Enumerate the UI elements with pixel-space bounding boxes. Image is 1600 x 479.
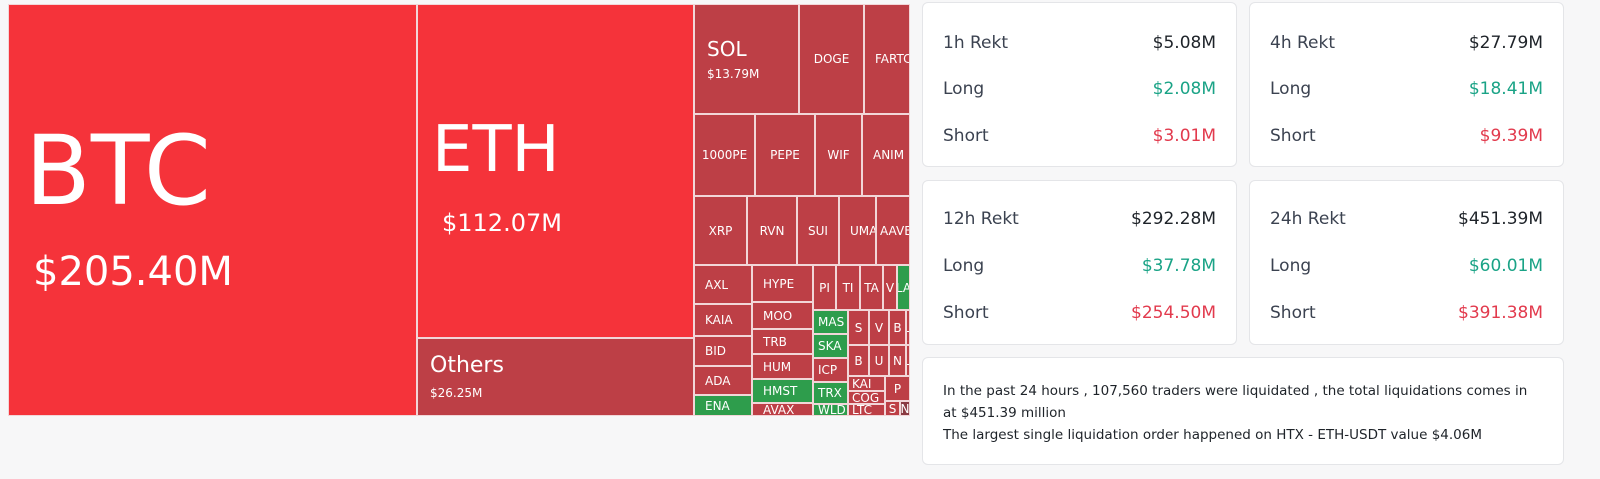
long-value: $60.01M [1468, 256, 1543, 276]
treemap-cell[interactable]: MAS [813, 310, 848, 334]
rekt-card-1h: 1h Rekt $5.08M Long $2.08M Short $3.01M [922, 2, 1237, 167]
long-label: Long [943, 256, 985, 276]
rekt-card-24h: 24h Rekt $451.39M Long $60.01M Short $391.3… [1249, 180, 1564, 345]
summary-largest-order-text: The largest single liquidation order hap… [943, 427, 1482, 443]
treemap-cell[interactable]: DOGE [799, 4, 864, 114]
treemap-cell[interactable]: LA [897, 265, 910, 310]
card-title: 1h Rekt [943, 33, 1009, 53]
treemap-cell[interactable]: ENA [694, 395, 752, 416]
treemap-cell[interactable]: ANIM [862, 114, 910, 196]
treemap-cell-others[interactable]: Others $26.25M [417, 338, 694, 416]
cell-label: Others [430, 353, 504, 378]
card-title: 24h Rekt [1270, 209, 1346, 229]
cell-label: SOL [707, 37, 747, 61]
liquidation-summary-card: In the past 24 hours , 107,560 traders w… [922, 357, 1564, 465]
treemap-cell[interactable]: N [889, 345, 906, 376]
short-value: $391.38M [1458, 303, 1543, 323]
long-label: Long [1270, 79, 1312, 99]
card-title: 12h Rekt [943, 209, 1019, 229]
treemap-cell[interactable]: UMA [839, 196, 876, 265]
treemap-cell[interactable]: SKA [813, 334, 848, 358]
short-label: Short [1270, 126, 1316, 146]
card-total: $451.39M [1458, 209, 1543, 229]
treemap-cell[interactable]: KAIA [694, 304, 752, 336]
treemap-cell[interactable]: S [848, 310, 869, 345]
treemap-cell[interactable]: B [889, 310, 906, 345]
treemap-cell[interactable]: HMST [752, 379, 813, 403]
short-value: $3.01M [1152, 126, 1216, 146]
treemap-cell[interactable]: PI [813, 265, 836, 310]
treemap-cell[interactable]: WLD [813, 404, 848, 416]
long-value: $2.08M [1152, 79, 1216, 99]
rekt-card-4h: 4h Rekt $27.79M Long $18.41M Short $9.39M [1249, 2, 1564, 167]
treemap-cell[interactable]: FARTC [864, 4, 910, 114]
card-title: 4h Rekt [1270, 33, 1336, 53]
card-total: $27.79M [1468, 33, 1543, 53]
treemap-cell[interactable]: AVAX [752, 403, 813, 416]
treemap-cell-sol[interactable]: SOL $13.79M [694, 4, 799, 114]
cell-value: $13.79M [707, 67, 760, 81]
treemap-cell[interactable]: P [885, 376, 910, 401]
treemap-cell[interactable]: BID [694, 336, 752, 366]
treemap-cell[interactable]: N [900, 401, 910, 416]
short-label: Short [943, 303, 989, 323]
short-label: Short [1270, 303, 1316, 323]
treemap-cell[interactable]: B [848, 345, 869, 376]
treemap-cell[interactable]: ICP [813, 358, 848, 382]
treemap-cell[interactable]: 1000PE [694, 114, 755, 196]
treemap-cell[interactable]: S [885, 401, 900, 416]
treemap-cell[interactable]: ADA [694, 366, 752, 395]
summary-total-text: In the past 24 hours , 107,560 traders w… [943, 383, 1528, 421]
treemap-cell[interactable]: L [906, 345, 910, 376]
treemap-cell[interactable]: U [869, 345, 889, 376]
cell-label: BTC [25, 115, 211, 227]
long-value: $37.78M [1141, 256, 1216, 276]
treemap-cell[interactable]: LTC [848, 404, 885, 416]
treemap-cell[interactable]: HUM [752, 354, 813, 379]
treemap-cell[interactable]: PEPE [755, 114, 815, 196]
treemap-cell-btc[interactable]: BTC $205.40M [8, 4, 417, 416]
card-total: $292.28M [1131, 209, 1216, 229]
treemap-cell[interactable]: SUI [797, 196, 839, 265]
treemap-cell[interactable]: V [869, 310, 889, 345]
treemap-cell[interactable]: WIF [815, 114, 862, 196]
treemap-cell[interactable]: L [906, 310, 910, 345]
long-label: Long [943, 79, 985, 99]
treemap-cell[interactable]: KAI [848, 376, 885, 391]
treemap-cell[interactable]: TI [836, 265, 860, 310]
treemap-cell[interactable]: COG [848, 391, 885, 404]
treemap-cell[interactable]: AAVE [876, 196, 910, 265]
treemap-cell[interactable]: XRP [694, 196, 747, 265]
short-value: $9.39M [1479, 126, 1543, 146]
long-value: $18.41M [1468, 79, 1543, 99]
rekt-card-12h: 12h Rekt $292.28M Long $37.78M Short $254.5… [922, 180, 1237, 345]
treemap-cell[interactable]: AXL [694, 265, 752, 304]
treemap-cell[interactable]: TRB [752, 329, 813, 354]
treemap-cell[interactable]: TRX [813, 382, 848, 404]
cell-label: ETH [432, 113, 560, 187]
treemap-cell[interactable]: MOO [752, 302, 813, 329]
treemap-cell-eth[interactable]: ETH $112.07M [417, 4, 694, 338]
treemap-cell[interactable]: RVN [747, 196, 797, 265]
card-total: $5.08M [1152, 33, 1216, 53]
short-label: Short [943, 126, 989, 146]
treemap-cell[interactable]: HYPE [752, 265, 813, 302]
cell-value: $205.40M [33, 249, 233, 295]
cell-value: $26.25M [430, 386, 483, 400]
treemap-cell[interactable]: V [883, 265, 897, 310]
cell-value: $112.07M [442, 209, 562, 237]
short-value: $254.50M [1131, 303, 1216, 323]
long-label: Long [1270, 256, 1312, 276]
treemap-cell[interactable]: TA [860, 265, 883, 310]
